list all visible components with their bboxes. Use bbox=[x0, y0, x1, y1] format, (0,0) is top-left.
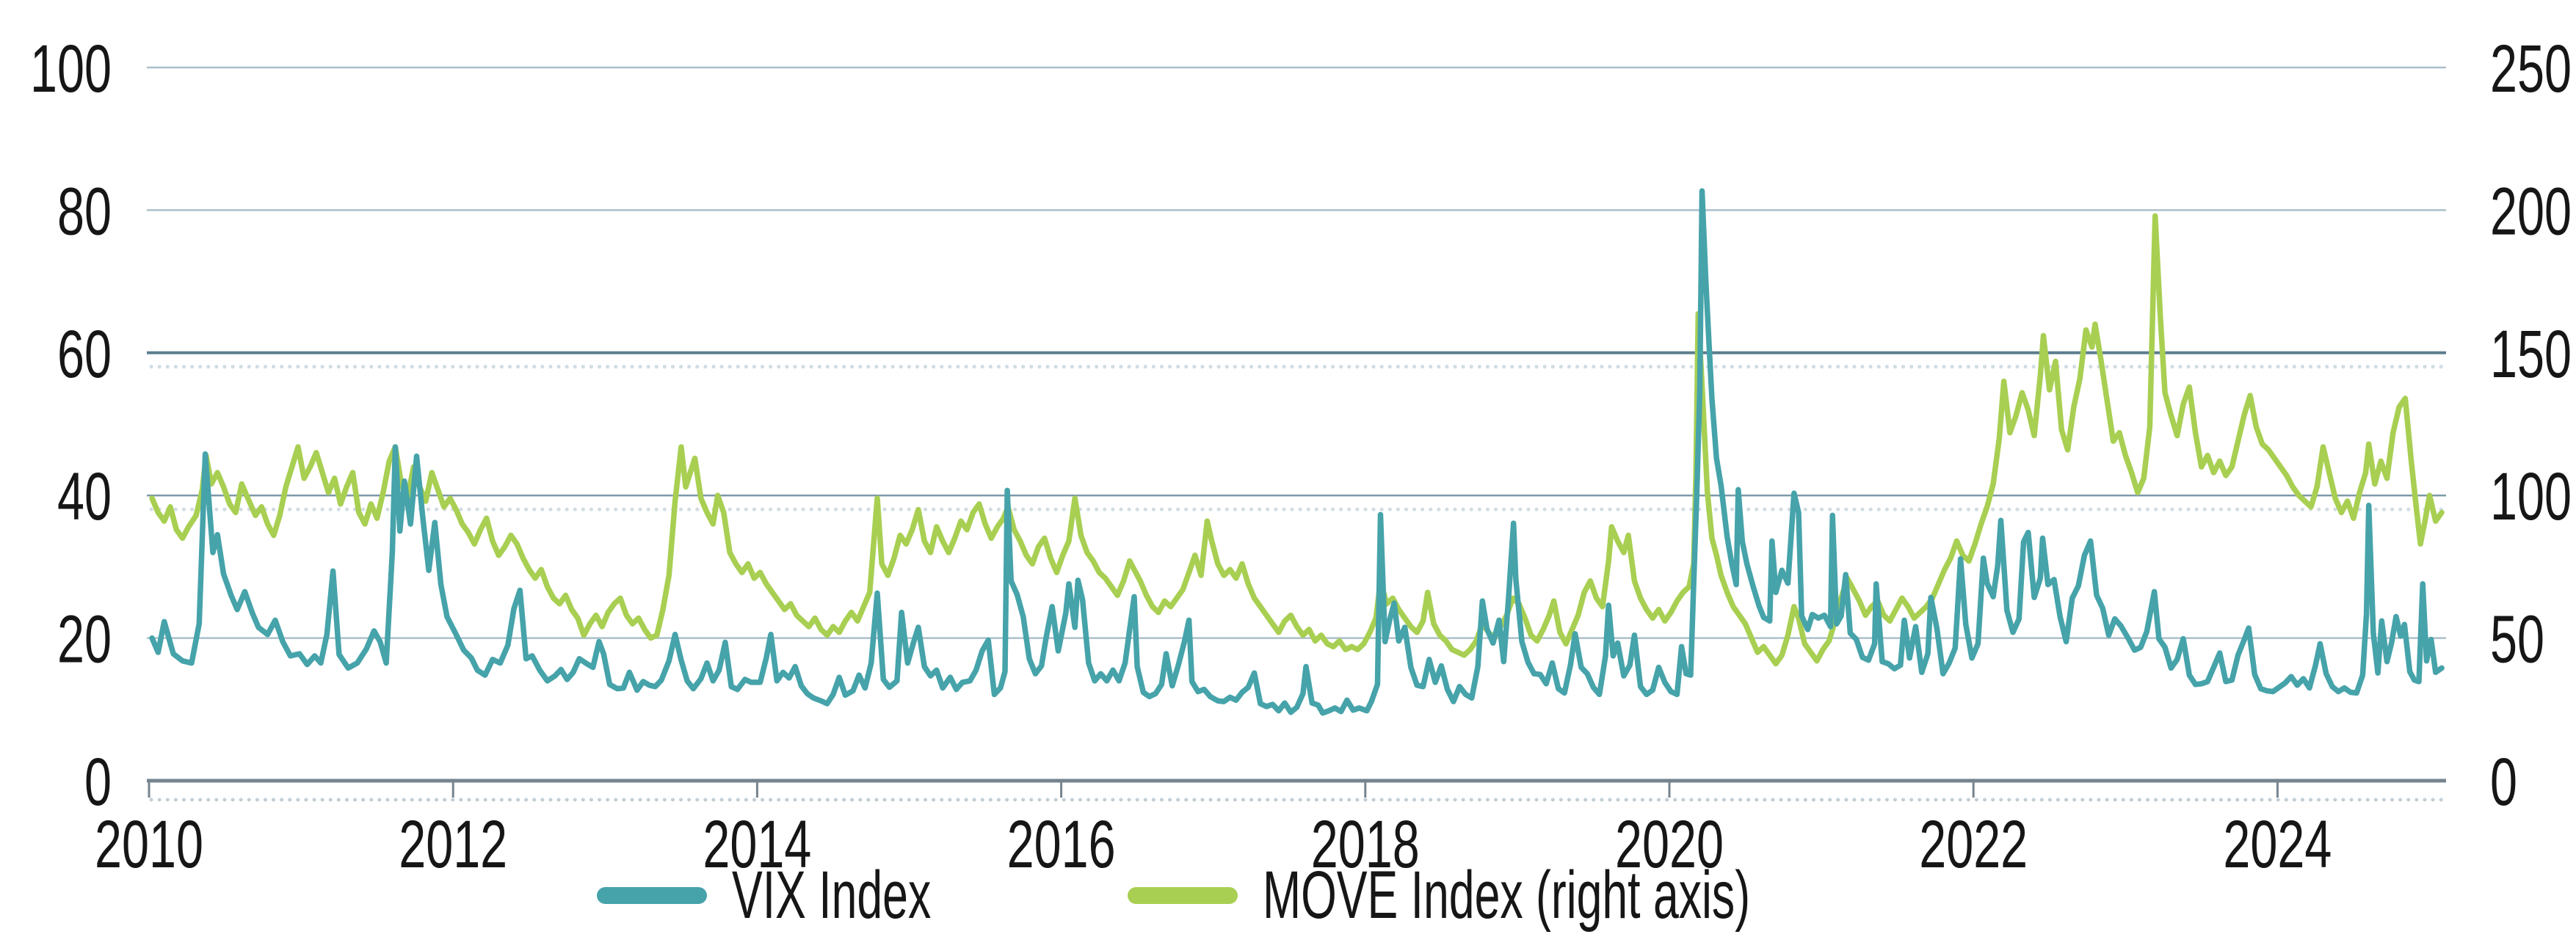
chart-legend: VIX Index MOVE Index (right axis) bbox=[0, 857, 2576, 934]
y-left-tick-label-40: 40 bbox=[57, 459, 112, 534]
legend-item-move: MOVE Index (right axis) bbox=[1127, 857, 1980, 934]
y-left-tick-label-0: 0 bbox=[84, 745, 112, 820]
x-tick-label-2020: 2020 bbox=[1615, 807, 1724, 882]
move-legend-swatch bbox=[1127, 887, 1238, 904]
legend-item-vix: VIX Index bbox=[596, 857, 1025, 934]
y-right-tick-label-250: 250 bbox=[2490, 32, 2572, 106]
axis-tick-labels: 2010 2012 2014 2016 2018 2020 2022 2024 0 20 40 60 8… bbox=[30, 32, 2572, 882]
x-tick-label-2016: 2016 bbox=[1007, 807, 1116, 882]
axes bbox=[147, 779, 2448, 802]
x-tick-label-2018: 2018 bbox=[1311, 807, 1420, 882]
vix-line bbox=[149, 188, 2445, 716]
series-lines bbox=[149, 188, 2445, 716]
x-tick-label-2014: 2014 bbox=[703, 807, 811, 882]
y-left-tick-label-100: 100 bbox=[30, 32, 112, 106]
y-right-tick-label-100: 100 bbox=[2490, 459, 2572, 534]
x-tick-label-2010: 2010 bbox=[95, 807, 203, 882]
y-left-tick-label-80: 80 bbox=[57, 174, 112, 249]
x-tick-label-2012: 2012 bbox=[399, 807, 507, 882]
x-tick-label-2022: 2022 bbox=[1919, 807, 2028, 882]
move-line bbox=[149, 213, 2445, 667]
vix-legend-label: VIX Index bbox=[731, 858, 932, 933]
vix-legend-swatch bbox=[596, 887, 707, 904]
move-legend-label: MOVE Index (right axis) bbox=[1262, 858, 1750, 933]
y-left-tick-label-60: 60 bbox=[57, 317, 112, 392]
y-right-tick-label-150: 150 bbox=[2490, 317, 2572, 392]
y-right-tick-label-0: 0 bbox=[2490, 745, 2517, 820]
x-tick-label-2024: 2024 bbox=[2223, 807, 2332, 882]
y-right-tick-label-50: 50 bbox=[2490, 602, 2544, 677]
y-right-tick-label-200: 200 bbox=[2490, 174, 2572, 249]
gridlines bbox=[147, 66, 2448, 639]
y-left-tick-label-20: 20 bbox=[57, 602, 112, 677]
